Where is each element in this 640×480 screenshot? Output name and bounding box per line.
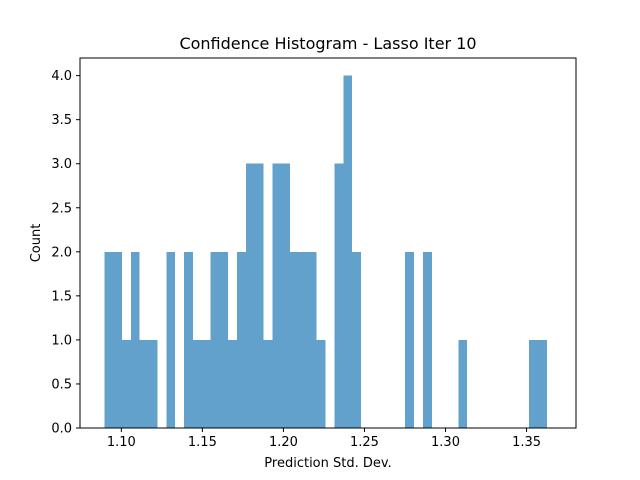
x-tick-label: 1.25 — [350, 435, 379, 450]
x-tick-label: 1.30 — [431, 435, 460, 450]
x-tick-label: 1.20 — [269, 435, 298, 450]
histogram-bar — [139, 339, 149, 428]
x-axis: 1.10 1.15 1.20 1.25 1.30 1.35 — [107, 428, 541, 450]
y-tick-label: 0.5 — [51, 377, 72, 392]
histogram-bar — [237, 251, 246, 428]
y-tick-label: 3.0 — [51, 157, 72, 172]
histogram-bars — [104, 75, 547, 428]
plot-frame — [79, 57, 577, 429]
histogram-bar — [307, 251, 317, 428]
histogram-bar — [537, 339, 547, 428]
histogram-bar — [148, 339, 158, 428]
histogram-bar — [316, 339, 326, 428]
y-tick-label: 0.0 — [51, 422, 72, 437]
histogram-bar — [422, 251, 432, 428]
y-axis-title: Count — [29, 224, 44, 263]
histogram-bar — [183, 251, 193, 428]
histogram-bar — [263, 339, 273, 428]
histogram-bar — [352, 251, 361, 428]
histogram-bar — [166, 251, 176, 428]
histogram-bar — [113, 251, 123, 428]
histogram-bar — [334, 163, 344, 428]
histogram-bar — [281, 163, 291, 428]
x-tick-label: 1.10 — [107, 435, 136, 450]
y-tick-label: 1.0 — [51, 333, 72, 348]
y-tick-label: 4.0 — [51, 69, 72, 84]
histogram-bar — [122, 339, 131, 428]
x-tick-label: 1.35 — [512, 435, 541, 450]
y-tick-label: 3.5 — [51, 113, 72, 128]
histogram-bar — [529, 339, 538, 428]
histogram-bar — [272, 163, 282, 428]
x-tick-label: 1.15 — [188, 435, 217, 450]
chart-title: Confidence Histogram - Lasso Iter 10 — [179, 34, 476, 53]
y-axis: 0.0 0.5 1.0 1.5 2.0 2.5 3.0 3.5 4.0 — [51, 69, 80, 437]
histogram-bar — [405, 251, 415, 428]
histogram-bar — [228, 339, 238, 428]
histogram-bar — [290, 251, 300, 428]
histogram-bar — [219, 251, 229, 428]
histogram-bar — [245, 163, 255, 428]
histogram-bar — [299, 251, 308, 428]
histogram-bar — [458, 339, 468, 428]
y-tick-label: 2.0 — [51, 245, 72, 260]
histogram-bar — [343, 75, 353, 428]
histogram-bar — [130, 251, 140, 428]
histogram-bar — [254, 163, 264, 428]
histogram-bar — [192, 339, 202, 428]
histogram-bar — [201, 339, 211, 428]
histogram-bar — [210, 251, 220, 428]
x-axis-title: Prediction Std. Dev. — [264, 456, 391, 471]
y-tick-label: 1.5 — [51, 289, 72, 304]
histogram-bar — [104, 251, 114, 428]
y-tick-label: 2.5 — [51, 201, 72, 216]
